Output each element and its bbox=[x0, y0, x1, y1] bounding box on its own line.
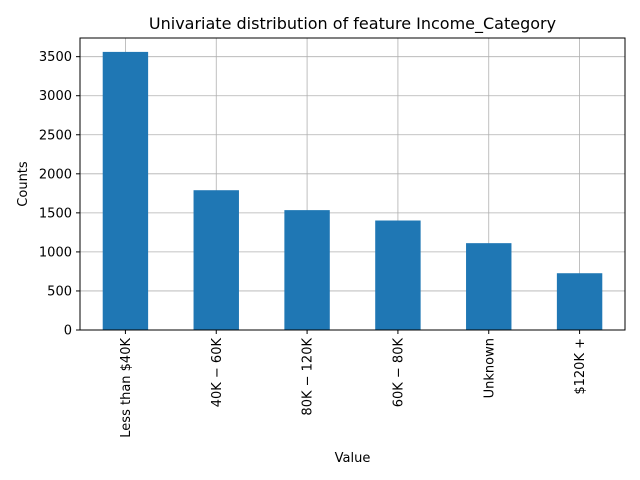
bar-0 bbox=[102, 51, 149, 331]
x-axis-ticks: Less than $40K 40K − 60K 80K − 120K 60K − 8… bbox=[119, 330, 588, 438]
x-axis-label: Value bbox=[335, 451, 371, 466]
y-tick-label-4: 2000 bbox=[39, 167, 72, 182]
y-tick-label-2: 1000 bbox=[39, 245, 72, 260]
y-tick-label-5: 2500 bbox=[39, 128, 72, 143]
bar-3 bbox=[375, 220, 421, 330]
y-tick-label-7: 3500 bbox=[39, 50, 72, 65]
bar-4 bbox=[466, 243, 512, 330]
y-tick-label-6: 3000 bbox=[39, 89, 72, 104]
y-tick-label-3: 1500 bbox=[39, 206, 72, 221]
chart-title: Univariate distribution of feature Incom… bbox=[149, 14, 556, 34]
x-tick-label-4: Unknown bbox=[482, 338, 497, 398]
x-tick-label-1: 40K − 60K bbox=[210, 338, 225, 408]
plot-area-frame bbox=[79, 37, 626, 331]
y-axis-ticks: 0 500 1000 1500 2000 2500 3000 3500 bbox=[39, 50, 80, 339]
bar-5 bbox=[556, 273, 603, 330]
y-axis-label: Counts bbox=[16, 161, 31, 207]
y-tick-label-1: 500 bbox=[47, 284, 72, 299]
x-tick-label-5: $120K + bbox=[573, 338, 588, 395]
bar-2 bbox=[284, 210, 330, 330]
x-tick-label-3: 60K − 80K bbox=[391, 338, 406, 408]
x-tick-label-2: 80K − 120K bbox=[301, 338, 316, 416]
x-tick-label-0: Less than $40K bbox=[119, 338, 134, 438]
bar-1 bbox=[193, 190, 239, 330]
bars bbox=[102, 51, 603, 331]
y-tick-label-0: 0 bbox=[64, 324, 72, 339]
